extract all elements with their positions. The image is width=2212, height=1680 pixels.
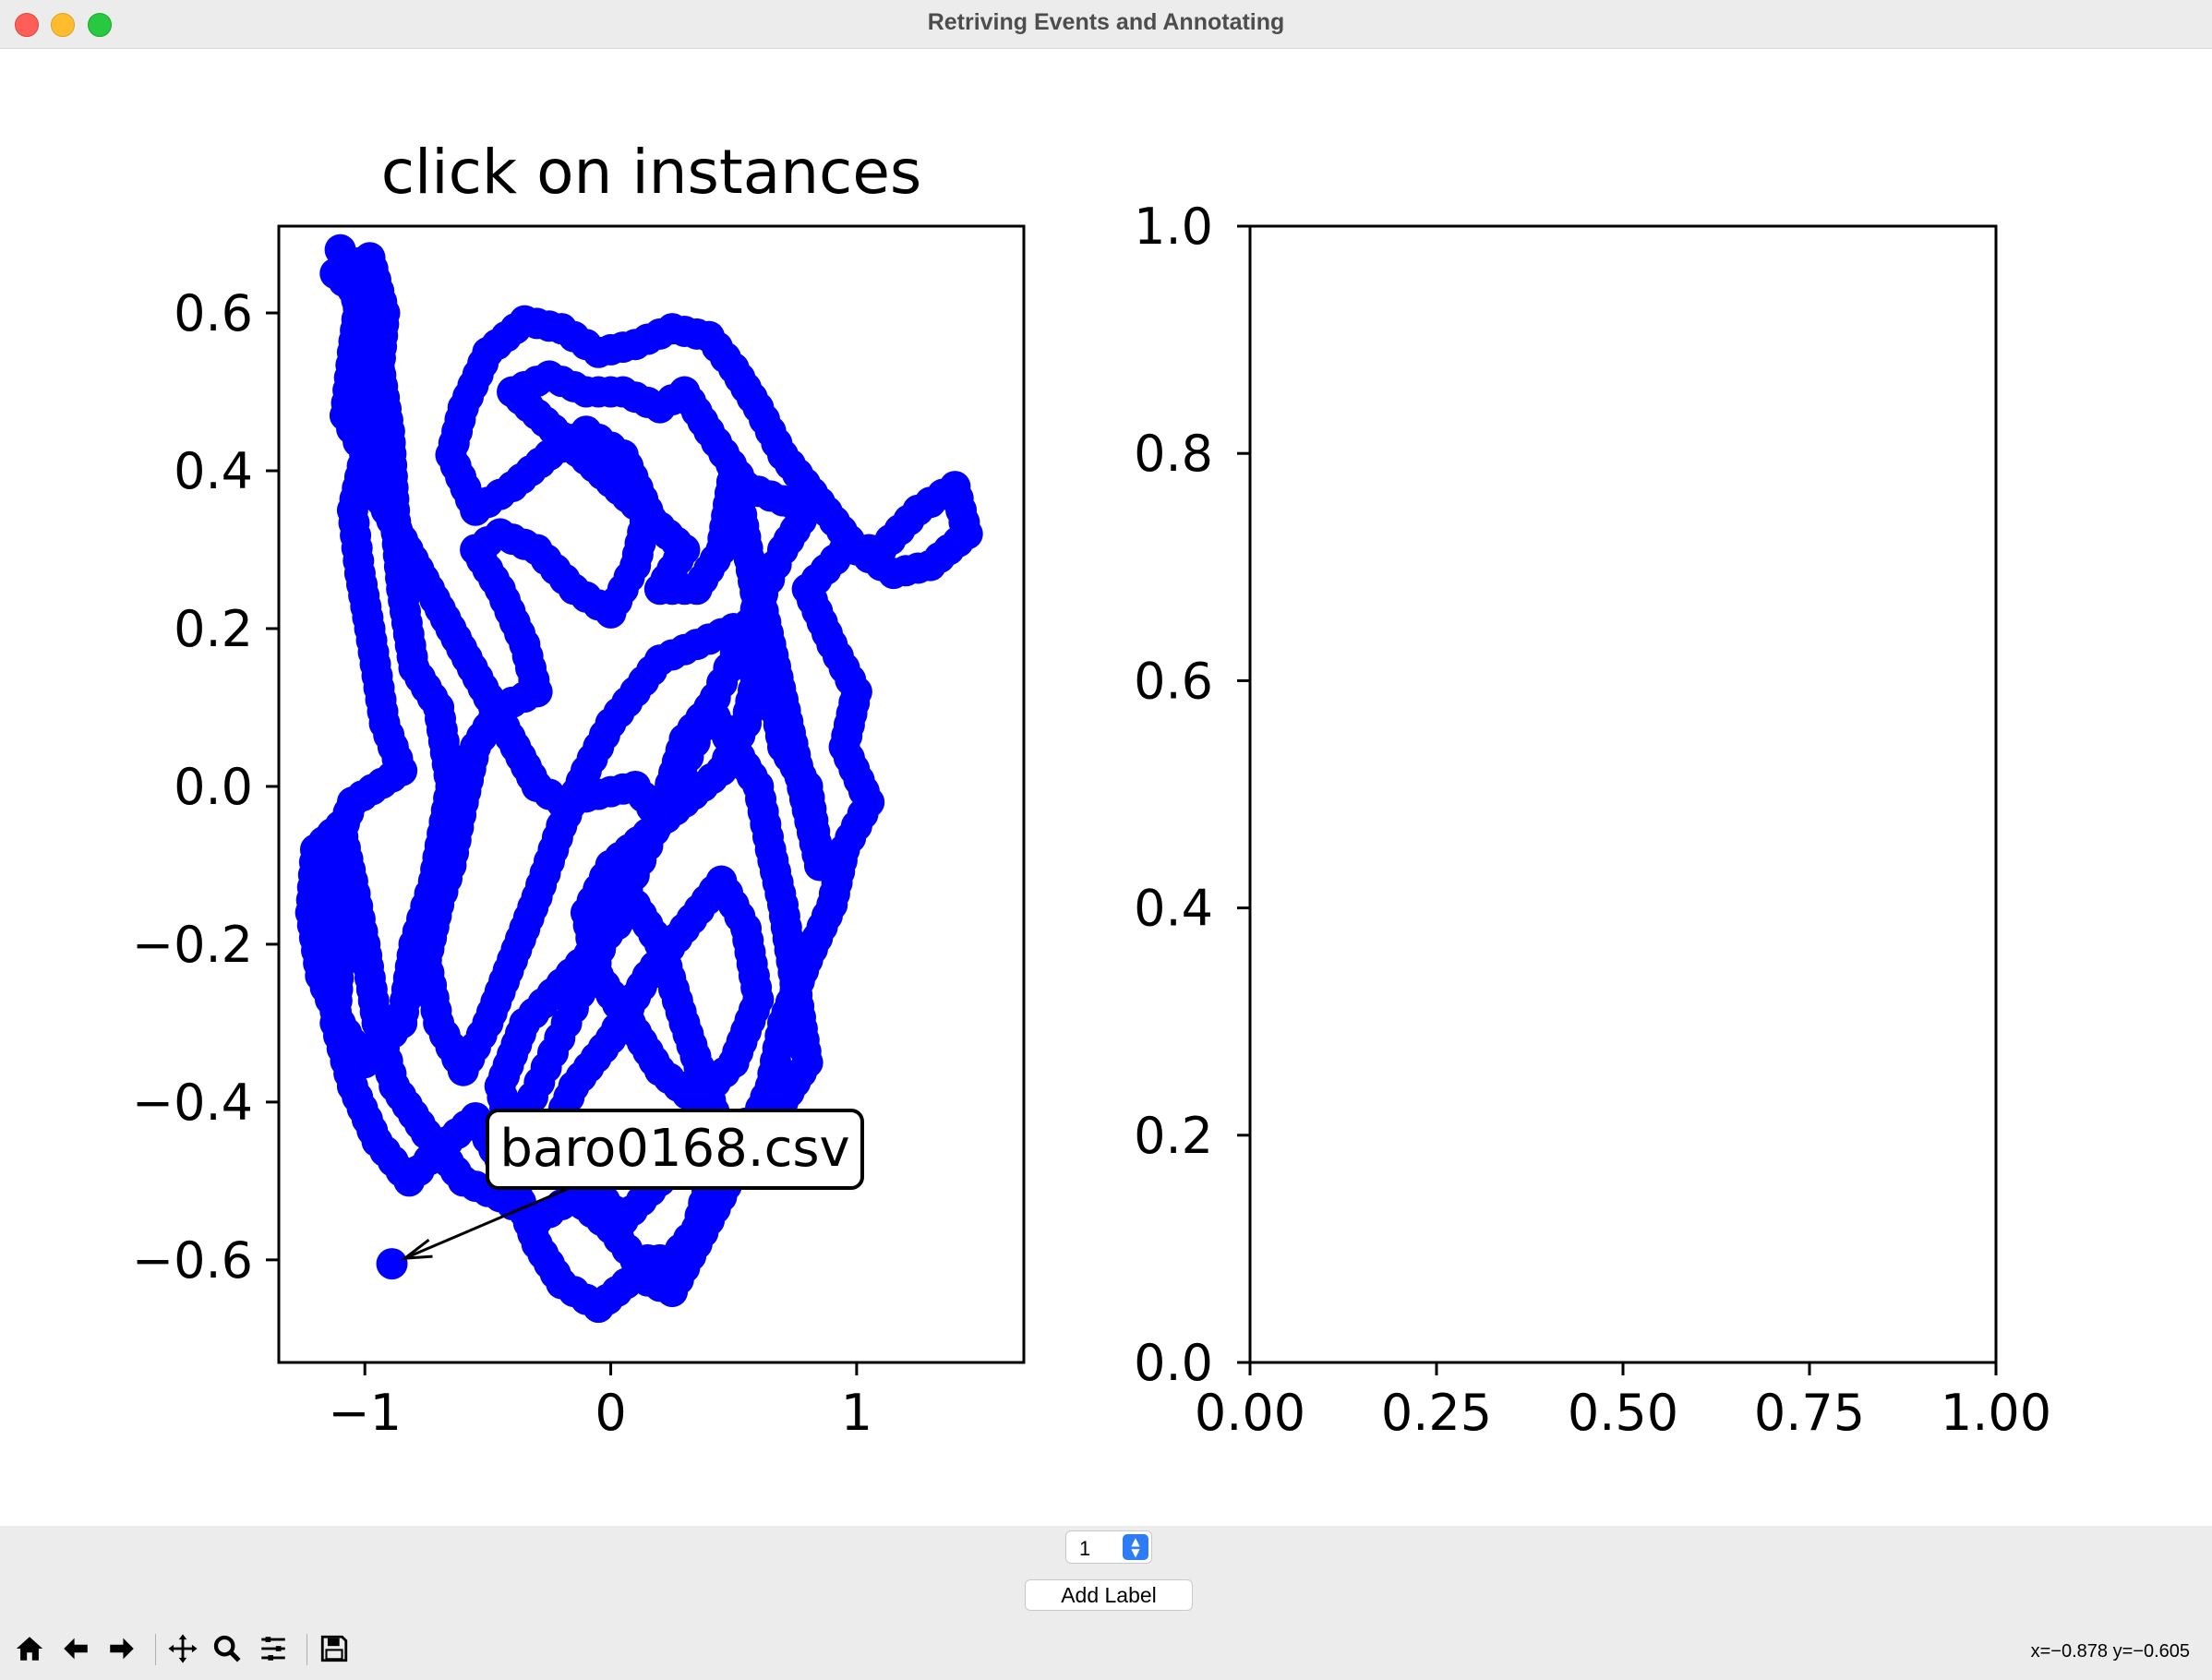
pan-icon	[168, 1634, 198, 1663]
axes1-xtick-label: −1	[328, 1384, 402, 1442]
configure-subplots-button[interactable]	[253, 1628, 294, 1669]
axes1-ytick-label: −0.6	[132, 1231, 253, 1290]
annotation-label: baro0168.csv	[499, 1119, 849, 1179]
annotation-arrowhead	[400, 1238, 433, 1260]
axes1-ytick-label: 0.4	[174, 442, 253, 500]
axes2-ytick-label: 0.6	[1134, 652, 1213, 710]
axes1-xtick-label: 0	[595, 1384, 626, 1442]
back-button[interactable]	[55, 1628, 96, 1669]
add-label-button[interactable]: Add Label	[1025, 1579, 1193, 1611]
axes2-frame	[1248, 224, 1998, 1364]
back-icon	[64, 1638, 88, 1660]
axes2-xtick-label: 0.50	[1568, 1384, 1678, 1442]
zoom-button[interactable]	[207, 1628, 247, 1669]
scatter-point	[742, 573, 775, 606]
cursor-coordinates: x=−0.878 y=−0.605	[2030, 1641, 2190, 1662]
axes2-xtick-label: 0.25	[1381, 1384, 1492, 1442]
home-icon	[16, 1637, 43, 1661]
maximize-window-button[interactable]	[88, 13, 112, 37]
annotated-point	[376, 1248, 408, 1280]
pan-button[interactable]	[162, 1628, 203, 1669]
axes2-ytick-label: 0.8	[1134, 425, 1213, 483]
annotation-box	[486, 1109, 864, 1190]
axes2-ytick-label: 0.2	[1134, 1107, 1213, 1165]
axes1-ytick-label: 0.2	[174, 600, 253, 658]
axes2-xtick-label: 0.00	[1195, 1384, 1305, 1442]
axes1-xtick-label: 1	[841, 1384, 872, 1442]
figure-svg[interactable]: click on instances −1 0 1 −0.6 −0.4 −0.2 0.0 0.2…	[0, 49, 2212, 1526]
axes1-ytick-label: 0.6	[174, 284, 253, 342]
annotation-arrow	[403, 1186, 571, 1260]
save-icon	[320, 1635, 348, 1662]
toolbar-separator	[155, 1634, 156, 1665]
forward-icon	[110, 1638, 134, 1660]
spinbox-value: 1	[1079, 1537, 1091, 1560]
zoom-icon	[213, 1635, 241, 1662]
controls-panel: 1 ▲ ▼ Add Label x=−0.878 y=−0.605	[0, 1526, 2212, 1680]
minimize-window-button[interactable]	[51, 13, 75, 37]
forward-button[interactable]	[102, 1628, 142, 1669]
axes1-ytick-label: 0.0	[174, 758, 253, 816]
home-button[interactable]	[9, 1628, 50, 1669]
axes2-xtick-label: 0.75	[1754, 1384, 1865, 1442]
spinbox-arrows-icon[interactable]: ▲ ▼	[1123, 1534, 1148, 1560]
axes1-title: click on instances	[381, 137, 922, 208]
scatter-points	[295, 234, 983, 1324]
figure-canvas[interactable]: click on instances −1 0 1 −0.6 −0.4 −0.2 0.0 0.2…	[0, 49, 2212, 1526]
axes1-frame	[277, 224, 1026, 1364]
window-title: Retriving Events and Annotating	[927, 9, 1285, 35]
instance-spinbox[interactable]: 1 ▲ ▼	[1065, 1530, 1152, 1564]
window-titlebar: Retriving Events and Annotating	[0, 0, 2212, 49]
axes2-ytick-label: 0.0	[1134, 1334, 1213, 1392]
close-window-button[interactable]	[15, 13, 39, 37]
axes1-ytick-label: −0.2	[132, 916, 253, 974]
configure-subplots-icon	[261, 1637, 285, 1661]
axes2-ytick-label: 1.0	[1134, 198, 1213, 256]
axes1-ytick-label: −0.4	[132, 1074, 253, 1132]
save-button[interactable]	[314, 1628, 355, 1669]
axes2-xtick-label: 1.00	[1941, 1384, 2051, 1442]
axes2-ytick-label: 0.4	[1134, 880, 1213, 938]
